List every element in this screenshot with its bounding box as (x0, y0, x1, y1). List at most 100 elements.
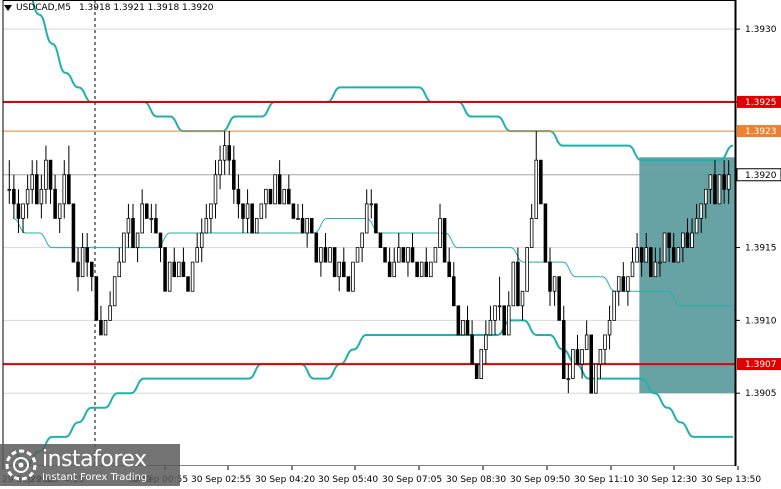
price-tag-label: 1.3907 (745, 360, 777, 370)
time-tick-label: 30 Sep 05:40 (318, 475, 378, 485)
candle-body (516, 261, 520, 307)
candle-body (89, 261, 94, 278)
candle-body (25, 188, 30, 205)
candle-body (506, 305, 511, 336)
time-tick-label: 30 Sep 09:50 (510, 475, 570, 485)
candle-body (39, 188, 44, 205)
time-tick-label: 30 Sep 13:50 (701, 475, 761, 485)
candle-body (616, 276, 621, 292)
candle-body (172, 261, 177, 278)
candle-body (626, 276, 630, 292)
candle-body (451, 276, 456, 307)
candle-body (717, 174, 722, 205)
dropdown-triangle-icon[interactable] (4, 5, 12, 11)
candle-body (85, 247, 89, 263)
candle-body (676, 247, 681, 263)
candle-body (410, 247, 415, 263)
candle-body (213, 174, 218, 205)
candle-body (465, 319, 470, 336)
instaforex-logo-icon (4, 448, 38, 482)
candle-body (232, 159, 236, 190)
candle-body (392, 261, 396, 278)
candle-body (561, 319, 566, 380)
candle-body (429, 261, 433, 278)
candle-body (644, 247, 649, 263)
candle-body (433, 247, 438, 263)
candle-body (154, 218, 158, 234)
candle-body (621, 276, 626, 292)
candle-body (273, 174, 277, 205)
candle-body (690, 232, 694, 248)
candle-body (488, 319, 493, 336)
candle-body (209, 203, 213, 219)
price-tag-label: 1.3925 (745, 98, 777, 108)
candle-body (493, 305, 497, 321)
watermark: instaforex Instant Forex Trading (0, 444, 180, 486)
candle-body (94, 276, 99, 321)
candle-body (204, 218, 209, 234)
candle-body (419, 261, 424, 278)
candle-body (117, 261, 122, 278)
candle-body (474, 363, 479, 380)
candle-body (713, 174, 717, 205)
candle-body (497, 305, 502, 308)
candle-body (282, 188, 287, 205)
candle-body (374, 203, 378, 234)
candle-body (328, 247, 332, 263)
candle-body (163, 247, 167, 292)
candle-body (699, 203, 703, 219)
symbol-label: USDCAD,M5 (16, 3, 71, 13)
candle-body (44, 159, 48, 190)
price-tick-label: 1.3915 (745, 244, 777, 254)
candle-body (442, 218, 447, 263)
candle-body (323, 247, 328, 263)
chart-header: USDCAD,M5 1.3918 1.3921 1.3918 1.3920 (4, 3, 214, 13)
candle-body (511, 261, 516, 307)
candle-body (346, 276, 351, 292)
candle-body (195, 247, 199, 263)
candle-body (539, 159, 543, 205)
candle-body (360, 232, 364, 248)
candle-body (144, 203, 149, 219)
candle-body (580, 349, 584, 365)
candle-body (342, 261, 346, 278)
candle-body (218, 159, 222, 176)
price-levels (3, 100, 735, 366)
candle-body (12, 188, 16, 205)
price-tick-label: 1.3905 (745, 389, 777, 399)
price-tag-red (737, 358, 781, 371)
candle-body (140, 203, 144, 234)
candle-body (557, 276, 561, 321)
candle-body (245, 203, 250, 219)
candle-body (16, 203, 21, 219)
candle-body (80, 247, 85, 278)
candle-body (534, 159, 539, 219)
candle-body (653, 261, 658, 278)
candle-body (681, 232, 685, 248)
candle-body (502, 305, 506, 336)
candle-body (447, 261, 451, 278)
candle-body (667, 232, 671, 248)
candle-body (250, 203, 254, 234)
lower-band-line (12, 319, 733, 468)
candle-body (704, 188, 708, 205)
candle-body (401, 247, 406, 263)
candle-body (131, 218, 135, 248)
candle-body (369, 203, 374, 206)
candle-body (76, 261, 80, 278)
candle-body (548, 261, 552, 292)
time-tick-label: 30 Sep 12:30 (637, 475, 697, 485)
candle-body (241, 203, 245, 219)
price-tag-label: 1.3923 (745, 127, 777, 137)
candle-body (222, 145, 227, 161)
candle-body (122, 232, 126, 263)
candle-body (685, 232, 690, 248)
candle-body (296, 218, 300, 220)
candle-body (57, 203, 62, 219)
candle-body (424, 261, 429, 278)
candle-body (378, 232, 383, 248)
candle-body (397, 247, 401, 263)
candle-body (456, 305, 461, 336)
